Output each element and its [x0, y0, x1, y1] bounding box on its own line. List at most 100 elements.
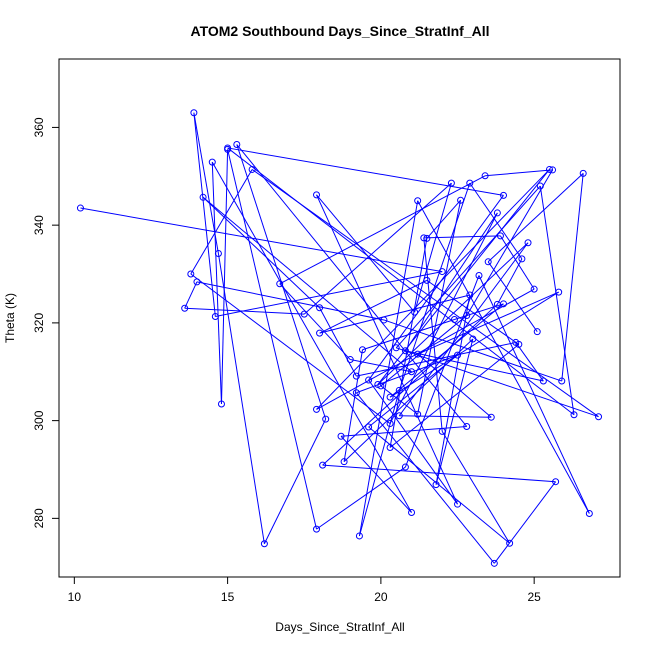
series-segment — [350, 359, 412, 373]
series-segment — [368, 195, 504, 381]
series-segment — [485, 169, 553, 177]
series-segment — [435, 338, 474, 485]
series-segment — [466, 169, 553, 316]
data-point — [355, 532, 363, 540]
data-point — [401, 463, 409, 471]
x-tick-label: 25 — [527, 590, 541, 604]
series-segment — [227, 147, 575, 416]
series-segment — [423, 235, 501, 239]
data-point — [506, 539, 514, 547]
series-segment — [316, 169, 550, 410]
data-point — [365, 423, 373, 431]
series-segment — [211, 161, 412, 513]
data-point — [199, 193, 207, 201]
data-point — [300, 310, 308, 318]
y-tick-label: 360 — [32, 117, 46, 137]
series-segment — [202, 196, 320, 309]
data-point — [337, 432, 345, 440]
chart-title: ATOM2 Southbound Days_Since_StratInf_All — [191, 23, 490, 39]
data-point — [248, 165, 256, 173]
data-point — [260, 540, 268, 548]
series-segment — [380, 385, 418, 415]
y-axis: 280 300 320 340 360 — [32, 117, 60, 528]
series-segment — [316, 194, 415, 313]
data-point — [217, 400, 225, 408]
series-segment — [319, 294, 470, 334]
data-point — [493, 209, 501, 217]
series-segment — [441, 431, 511, 544]
series-segment — [383, 319, 562, 382]
data-point — [552, 478, 560, 486]
data-point — [380, 316, 388, 324]
series-segment — [395, 185, 541, 349]
series-segment — [404, 275, 480, 468]
data-point — [322, 415, 330, 423]
data-point — [340, 458, 348, 466]
data-point — [585, 509, 593, 517]
series-segment — [319, 307, 357, 377]
series-segment — [316, 466, 406, 530]
series-segment — [236, 144, 468, 427]
series-segment — [417, 200, 462, 415]
series-segment — [487, 261, 538, 332]
series-segment — [193, 112, 216, 317]
data-point — [454, 351, 462, 359]
data-point — [358, 346, 366, 354]
data-point — [423, 234, 431, 242]
series-segment — [389, 343, 520, 448]
series-segment — [251, 169, 599, 418]
data-point — [377, 382, 385, 390]
series-segment — [469, 182, 523, 260]
data-point — [352, 389, 360, 397]
series-segment — [389, 291, 559, 398]
data-point — [438, 268, 446, 276]
x-axis-label: Days_Since_StratInf_All — [275, 620, 404, 634]
series-segment — [435, 294, 471, 485]
series-line-group — [80, 112, 599, 564]
data-point — [518, 255, 526, 263]
data-point — [211, 313, 219, 321]
series-segment — [193, 112, 219, 254]
data-point — [386, 393, 394, 401]
data-point — [496, 232, 504, 240]
data-point — [533, 328, 541, 336]
series-segment — [202, 196, 412, 373]
data-point — [500, 191, 508, 199]
y-tick-label: 340 — [32, 215, 46, 235]
data-point — [386, 420, 394, 428]
series-segment — [227, 149, 317, 530]
data-point — [224, 144, 232, 152]
data-point — [450, 315, 458, 323]
data-point — [346, 356, 354, 364]
data-point — [414, 350, 422, 358]
data-point — [316, 329, 324, 337]
data-point — [395, 412, 403, 420]
data-point — [466, 291, 474, 299]
data-point — [208, 158, 216, 166]
x-tick-label: 20 — [374, 590, 388, 604]
series-segment — [190, 273, 391, 424]
data-point — [466, 179, 474, 187]
data-point — [469, 335, 477, 343]
data-point — [408, 368, 416, 376]
data-point — [187, 270, 195, 278]
data-point — [408, 508, 416, 516]
series-segment — [561, 173, 584, 382]
data-point — [420, 234, 428, 242]
data-point — [352, 372, 360, 380]
data-point — [549, 166, 557, 174]
data-point — [500, 300, 508, 308]
series-points-group — [76, 109, 603, 567]
series-segment — [211, 162, 222, 405]
data-point — [512, 338, 520, 346]
series-segment — [396, 347, 599, 418]
series-segment — [236, 144, 327, 420]
series-segment — [426, 199, 461, 239]
data-point — [276, 280, 284, 288]
data-point — [524, 239, 532, 247]
data-point — [233, 141, 241, 149]
data-point — [401, 347, 409, 355]
series-segment — [404, 212, 498, 352]
data-point — [414, 410, 422, 418]
data-point — [539, 377, 547, 385]
